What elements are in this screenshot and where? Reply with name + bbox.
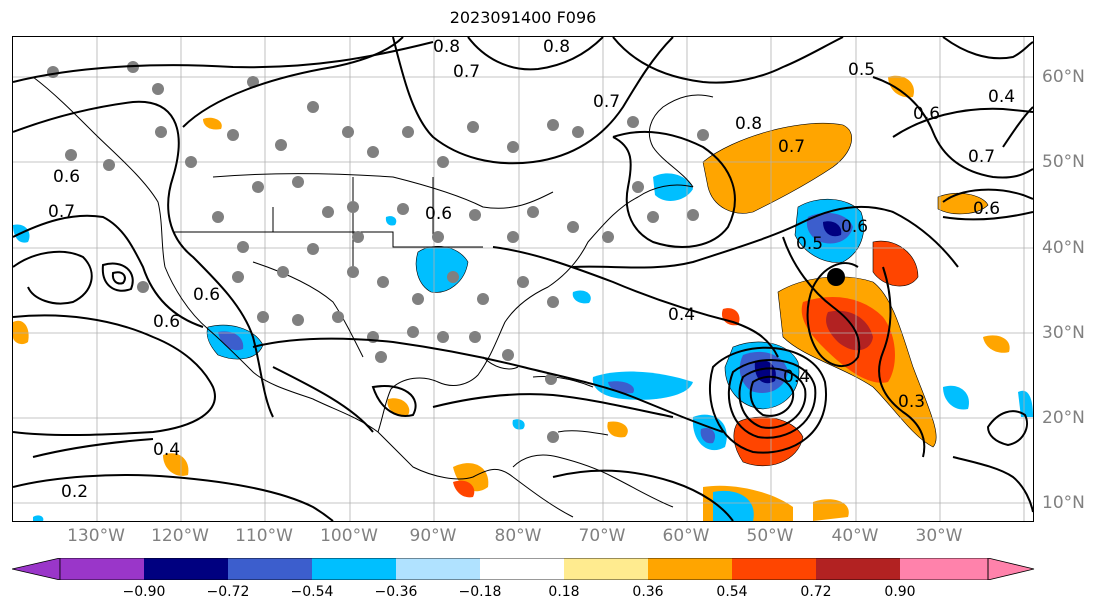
colorbar-swatch [564, 558, 648, 580]
colorbar-tick: −0.90 [122, 584, 166, 600]
colorbar-swatch [144, 558, 228, 580]
lon-label: 90°W [409, 526, 457, 546]
contour-lines [13, 37, 1033, 521]
contour-label-layer: 0.8 0.7 0.6 0.7 0.8 0.5 0.4 0.6 0.7 0.6 … [48, 37, 1015, 502]
lat-label: 20°N [1042, 408, 1085, 428]
colorbar-tick: 0.36 [632, 584, 664, 600]
colorbar-tick: −0.54 [290, 584, 334, 600]
contour-label: 0.4 [988, 87, 1015, 107]
lon-label: 120°W [151, 526, 209, 546]
lon-label: 30°W [915, 526, 963, 546]
colorbar-tick: 0.90 [884, 584, 916, 600]
colorbar-tick: 0.72 [800, 584, 832, 600]
map-canvas: 0.8 0.7 0.6 0.7 0.8 0.5 0.4 0.6 0.7 0.6 … [13, 37, 1033, 521]
contour-label: 0.6 [153, 312, 180, 332]
contour-label: 0.8 [735, 114, 762, 134]
colorbar-swatch [732, 558, 816, 580]
contour-label: 0.7 [593, 92, 620, 112]
lat-label: 50°N [1042, 152, 1085, 172]
colorbar-swatch [312, 558, 396, 580]
contour-label: 0.7 [778, 137, 805, 157]
contour-label: 0.6 [193, 285, 220, 305]
contour-label: 0.8 [543, 37, 570, 57]
contour-label: 0.7 [453, 62, 480, 82]
lat-label: 30°N [1042, 323, 1085, 343]
shading-layer [13, 75, 1033, 521]
lon-label: 40°W [831, 526, 879, 546]
colorbar-svg [11, 557, 1035, 581]
lon-label: 60°W [662, 526, 710, 546]
contour-label: 0.4 [668, 305, 695, 325]
colorbar-tick: 0.54 [716, 584, 748, 600]
lat-label: 40°N [1042, 238, 1085, 258]
contour-label: 0.7 [48, 202, 75, 222]
contour-label: 0.7 [968, 147, 995, 167]
contour-label: 0.4 [153, 440, 180, 460]
colorbar-swatch [648, 558, 732, 580]
contour-label: 0.8 [433, 37, 460, 57]
colorbar-extend-low [11, 557, 61, 581]
contour-label: 0.2 [61, 482, 88, 502]
station-markers [47, 61, 709, 443]
lon-label: 100°W [320, 526, 378, 546]
graticule [13, 37, 1033, 521]
colorbar-swatch [480, 558, 564, 580]
colorbar-swatch [396, 558, 480, 580]
contour-label: 0.3 [898, 392, 925, 412]
colorbar-tick: −0.18 [458, 584, 502, 600]
colorbar [11, 557, 1036, 584]
lon-label: 80°W [494, 526, 542, 546]
contour-label: 0.5 [848, 60, 875, 80]
colorbar-tick: 0.18 [548, 584, 580, 600]
contour-label: 0.6 [425, 204, 452, 224]
lat-label: 60°N [1042, 67, 1085, 87]
contour-label: 0.6 [913, 104, 940, 124]
map-panel: 0.8 0.7 0.6 0.7 0.8 0.5 0.4 0.6 0.7 0.6 … [12, 36, 1034, 522]
lon-label: 110°W [235, 526, 293, 546]
contour-label: 0.6 [841, 217, 868, 237]
contour-label: 0.4 [783, 367, 810, 387]
colorbar-swatch [60, 558, 144, 580]
contour-label: 0.6 [973, 199, 1000, 219]
colorbar-tick: −0.72 [206, 584, 250, 600]
map-title: 2023091400 F096 [449, 8, 597, 27]
colorbar-tick: −0.36 [374, 584, 418, 600]
lon-label: 50°W [746, 526, 794, 546]
lat-label: 10°N [1042, 493, 1085, 513]
coastlines [32, 76, 714, 518]
contour-label: 0.5 [796, 234, 823, 254]
lon-label: 130°W [67, 526, 125, 546]
contour-label: 0.6 [53, 167, 80, 187]
colorbar-swatch [228, 558, 312, 580]
lon-label: 70°W [578, 526, 626, 546]
colorbar-extend-high [987, 557, 1035, 581]
colorbar-swatch [816, 558, 900, 580]
storm-center-marker [827, 268, 845, 286]
colorbar-swatch [900, 558, 988, 580]
